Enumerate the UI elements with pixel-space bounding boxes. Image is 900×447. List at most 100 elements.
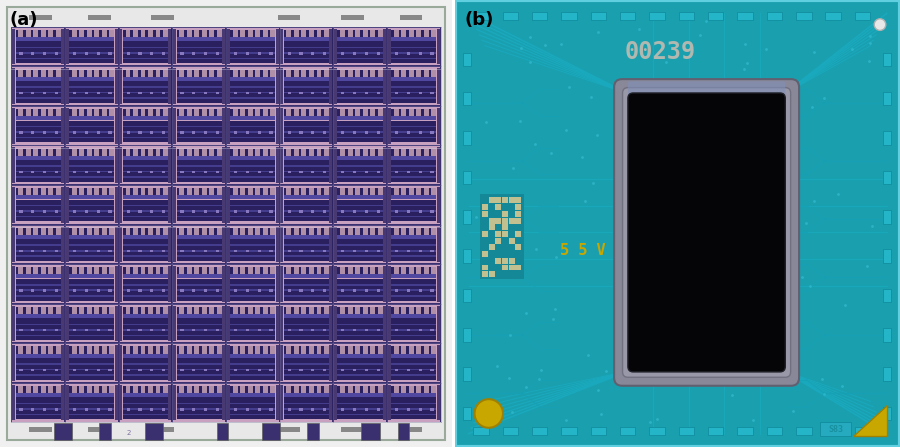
Bar [299, 346, 302, 354]
Bar [392, 239, 436, 261]
Bar [737, 427, 752, 435]
Bar [383, 29, 386, 64]
Bar [53, 188, 56, 195]
Bar [227, 68, 230, 104]
Bar [353, 109, 356, 116]
Bar [430, 290, 434, 292]
Bar [168, 385, 172, 421]
Bar [214, 307, 217, 314]
Bar [145, 423, 163, 440]
Bar [15, 165, 60, 167]
Bar [123, 358, 168, 380]
Bar [55, 52, 58, 55]
Bar [495, 204, 501, 210]
Bar [180, 329, 184, 331]
Bar [281, 107, 332, 145]
Point [724, 392, 739, 399]
Bar [176, 318, 221, 340]
Bar [69, 216, 114, 218]
Bar [360, 307, 363, 314]
Bar [123, 256, 168, 257]
Bar [392, 200, 436, 221]
Bar [173, 265, 225, 303]
Bar [307, 423, 319, 440]
Point [863, 40, 878, 47]
Bar [392, 131, 436, 133]
Bar [46, 109, 49, 116]
Bar [292, 228, 294, 235]
Bar [173, 107, 225, 145]
Bar [69, 346, 72, 354]
Bar [392, 171, 436, 173]
Bar [392, 274, 436, 278]
Bar [436, 345, 440, 381]
Bar [180, 52, 184, 55]
Bar [227, 187, 230, 223]
Bar [288, 92, 291, 94]
Bar [392, 403, 436, 404]
Bar [502, 218, 508, 224]
Bar [69, 211, 114, 212]
Bar [323, 92, 326, 94]
Bar [120, 186, 171, 224]
Bar [12, 345, 15, 381]
Bar [367, 386, 370, 393]
Bar [230, 228, 275, 235]
Bar [388, 384, 439, 422]
Bar [329, 29, 333, 64]
Bar [489, 245, 495, 250]
Bar [345, 307, 347, 314]
Bar [323, 329, 326, 331]
Bar [387, 385, 391, 421]
Bar [61, 68, 65, 104]
Bar [69, 137, 114, 139]
Bar [176, 58, 221, 59]
Bar [280, 187, 284, 223]
Bar [275, 306, 279, 342]
Bar [15, 70, 18, 77]
Bar [176, 137, 221, 139]
Bar [176, 228, 179, 235]
Bar [281, 384, 332, 422]
Bar [123, 403, 168, 404]
Bar [227, 305, 279, 342]
Bar [253, 346, 256, 354]
Bar [321, 188, 324, 195]
Bar [489, 218, 495, 224]
Bar [139, 408, 141, 410]
Bar [15, 386, 60, 393]
Bar [115, 68, 118, 104]
Bar [299, 267, 302, 274]
Bar [176, 279, 221, 300]
Bar [311, 92, 314, 94]
Bar [69, 46, 114, 48]
Bar [418, 408, 422, 410]
Bar [387, 306, 391, 342]
Bar [107, 149, 110, 156]
Bar [430, 329, 434, 331]
Bar [230, 256, 275, 257]
Bar [238, 228, 240, 235]
Bar [338, 30, 382, 37]
Bar [92, 307, 94, 314]
Bar [338, 42, 382, 63]
Bar [69, 335, 114, 336]
Bar [329, 187, 333, 223]
Bar [46, 30, 49, 37]
Bar [284, 307, 328, 314]
Bar [192, 250, 195, 252]
Bar [115, 187, 118, 223]
Bar [267, 386, 270, 393]
Bar [76, 109, 79, 116]
Bar [66, 108, 68, 143]
Bar [269, 171, 273, 173]
Bar [55, 211, 58, 213]
Bar [214, 228, 217, 235]
Bar [69, 188, 114, 195]
Bar [173, 226, 225, 263]
Bar [388, 265, 439, 303]
Point [577, 197, 591, 204]
Bar [184, 228, 186, 235]
Bar [341, 92, 345, 94]
Bar [428, 386, 431, 393]
